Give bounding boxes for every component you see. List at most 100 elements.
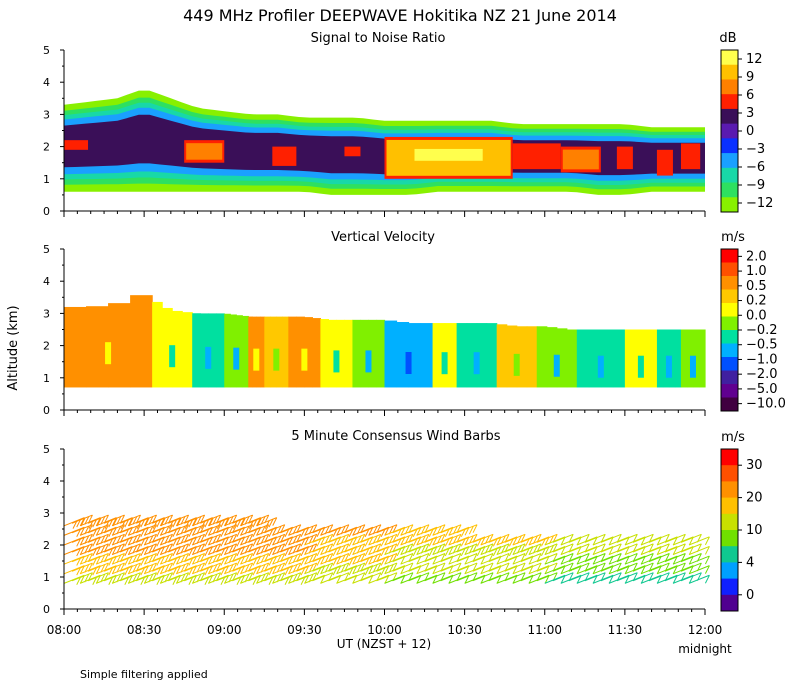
velocity-cell [674, 329, 682, 388]
wind-barb [472, 553, 494, 563]
x-tick-label: 12:00 [688, 623, 723, 637]
wind-barb [232, 533, 253, 543]
wind-barb [79, 565, 101, 575]
wind-barb [616, 553, 638, 563]
wind-barb [600, 562, 622, 572]
y-tick-label: 1 [43, 372, 50, 385]
wind-barb [392, 543, 414, 553]
wind-barb [232, 562, 253, 572]
wind-barb [384, 526, 406, 536]
x-tick-labels: 08:00 08:30 09:00 09:30 10:00 10:30 11:00 11:30… [47, 623, 723, 637]
wind-barb [208, 517, 229, 527]
wind-barb [472, 533, 494, 543]
wind-barb [103, 543, 125, 553]
wind-barb [159, 565, 181, 575]
velocity-cell [432, 323, 440, 388]
velocity-cell [320, 319, 330, 388]
wind-barb [400, 526, 422, 536]
wind-barb [216, 543, 237, 553]
colorbar-swatch [721, 343, 738, 358]
wind-barb [151, 572, 173, 582]
velocity-streak [405, 352, 412, 375]
wind-barb [632, 572, 654, 582]
wind-barb [63, 565, 85, 575]
wind-barb [456, 572, 478, 582]
wind-barb [552, 562, 574, 572]
velocity-cell [648, 329, 658, 388]
wind-barb [352, 555, 374, 565]
wind-barb [95, 565, 117, 575]
wind-barb-flag [704, 555, 710, 565]
wind-barb [584, 553, 606, 563]
wind-barb [208, 526, 229, 536]
snr-echo-layer [562, 149, 599, 170]
colorbar-swatch [721, 578, 738, 596]
wind-barb [71, 514, 93, 524]
wind-barb [272, 545, 293, 556]
x-tick-label: 09:30 [287, 623, 322, 637]
wind-barb [184, 562, 205, 572]
wind-barb [103, 533, 125, 543]
wind-barb [328, 543, 350, 553]
colorbar-label: 1.0 [746, 264, 767, 279]
wind-barb [240, 574, 261, 584]
colorbar-swatch [721, 123, 738, 139]
wind-barb [544, 565, 566, 575]
wind-barb [63, 574, 85, 584]
velocity-cell [216, 313, 225, 388]
wind-barb [159, 555, 181, 565]
wind-barb [151, 543, 173, 553]
wind-barb [312, 562, 334, 572]
wind-barb [464, 574, 486, 584]
velocity-cell [444, 323, 452, 388]
wind-barb [63, 536, 85, 546]
wind-barb [408, 562, 430, 572]
y-tick-label: 2 [43, 539, 50, 552]
wind-barb [400, 574, 422, 584]
wind-barb [71, 553, 93, 563]
wind-barb [167, 524, 189, 534]
wind-barb [672, 536, 694, 546]
wind-barb [464, 536, 486, 546]
wind-barb [632, 533, 654, 543]
wind-barb [656, 565, 678, 575]
wind-barb [544, 545, 566, 556]
wind-barb [224, 517, 245, 527]
velocity-cell [200, 313, 209, 388]
wind-barb [408, 572, 430, 582]
wind-barb [448, 545, 470, 556]
wind-barb [304, 574, 325, 584]
wind-barb [248, 524, 269, 534]
wind-barb [208, 536, 229, 546]
colorbar-swatch [721, 513, 738, 531]
wind-barb [175, 574, 197, 584]
wind-barb-flag [704, 546, 710, 555]
velocity-cell [576, 329, 590, 388]
wind-barb [288, 536, 309, 546]
velocity-cell [612, 329, 626, 388]
wind-barb-flag [268, 518, 274, 528]
wind-barb [424, 533, 446, 543]
wind-barb [360, 543, 382, 553]
wind-barb [448, 555, 470, 565]
wind-barb [248, 533, 269, 543]
wind-barb [608, 565, 630, 575]
velocity-cell [264, 316, 271, 388]
wind-barb [432, 545, 454, 556]
velocity-cell [152, 301, 163, 388]
wind-barb [256, 536, 277, 546]
velocity-cell [450, 323, 458, 388]
velocity-streak [665, 355, 672, 378]
wind-barb [384, 545, 406, 556]
wind-barb [368, 555, 390, 565]
wind-barb [624, 545, 646, 556]
wind-barb [127, 574, 149, 584]
wind-barb [680, 562, 702, 572]
velocity-cell [182, 312, 193, 388]
velocity-streak [513, 353, 520, 376]
velocity-cell [242, 315, 249, 388]
wind-barb [232, 543, 253, 553]
wind-barb [608, 545, 630, 556]
wind-barb [344, 562, 366, 572]
colorbar-label: 2.0 [746, 249, 767, 264]
